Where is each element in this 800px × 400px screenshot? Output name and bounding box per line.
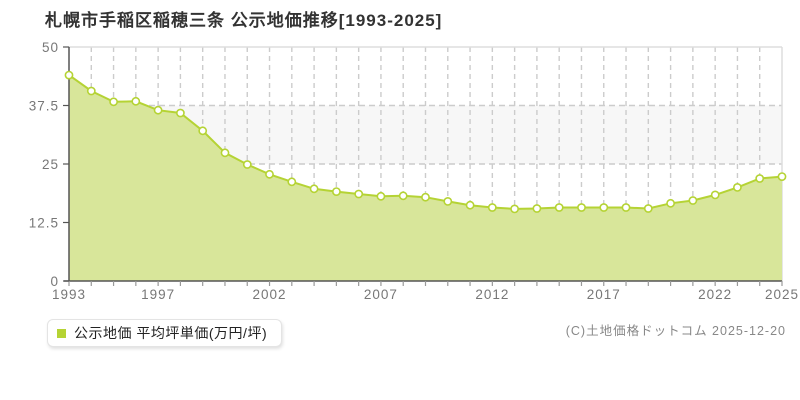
svg-text:2002: 2002 (253, 287, 287, 302)
svg-text:50: 50 (42, 40, 59, 55)
svg-text:2022: 2022 (698, 287, 732, 302)
svg-text:0: 0 (50, 274, 59, 289)
svg-text:1997: 1997 (141, 287, 175, 302)
svg-text:25: 25 (42, 157, 59, 172)
svg-text:2025: 2025 (765, 287, 799, 302)
copyright-text: (C)土地価格ドットコム 2025-12-20 (565, 324, 786, 338)
area-chart: 0 12.5 25 37.5 50 1993 1997 2002 2007 2012 2017 202… (29, 40, 799, 302)
svg-text:12.5: 12.5 (29, 216, 59, 231)
legend-marker-icon (57, 328, 66, 338)
page-title: 札幌市手稲区稲穂三条 公示地価推移[1993-2025] (45, 11, 443, 30)
svg-text:2017: 2017 (587, 287, 621, 302)
svg-text:2007: 2007 (364, 287, 398, 302)
svg-text:2012: 2012 (475, 287, 509, 302)
svg-text:1993: 1993 (52, 287, 86, 302)
legend: 公示地価 平均坪単価(万円/坪) (47, 319, 283, 347)
svg-text:37.5: 37.5 (29, 99, 59, 114)
legend-label: 公示地価 平均坪単価(万円/坪) (74, 325, 268, 341)
